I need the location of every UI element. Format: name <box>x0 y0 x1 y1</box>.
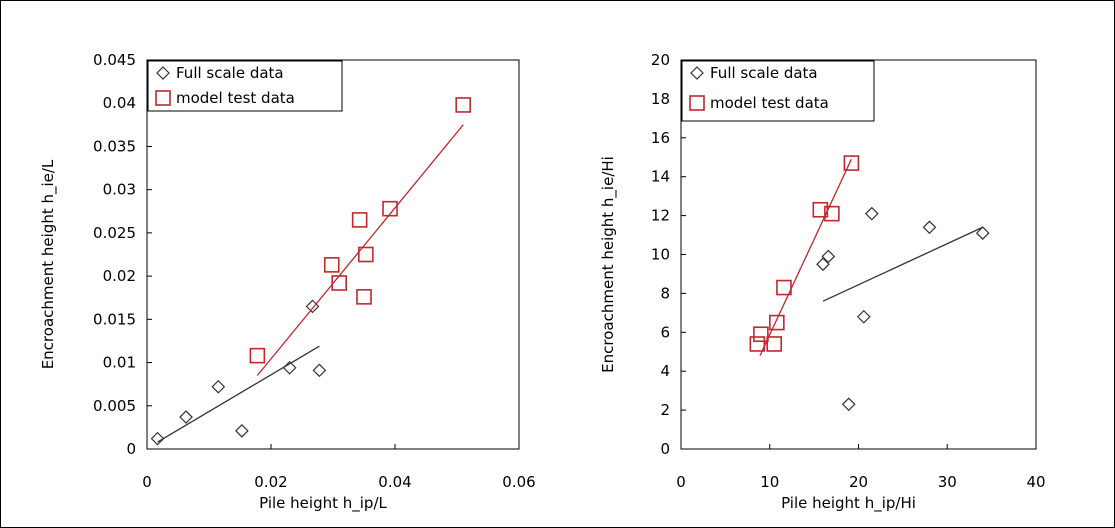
legend-marker <box>156 66 170 80</box>
full-scale-point <box>821 249 836 264</box>
y-tick-label: 18 <box>651 90 670 108</box>
model-test-point <box>351 212 368 228</box>
plot-area <box>146 59 520 450</box>
y-tick-label: 0.03 <box>103 181 136 199</box>
y-tick-label: 0.005 <box>93 397 136 415</box>
model-test-point <box>776 279 792 296</box>
legend-label: model test data <box>176 89 295 107</box>
x-tick-label: 30 <box>938 473 957 491</box>
full-scale-point <box>305 299 320 314</box>
chart-2: 0 2 4 6 8 10 12 14 16 18 20 0 10 20 30 40 Pile height h_… <box>599 51 1046 513</box>
full-scale-point <box>235 423 249 438</box>
legend: Full scale data model test data <box>147 60 343 112</box>
x-tick-label: 20 <box>849 473 868 491</box>
model-test-point <box>331 275 348 291</box>
y-tick-label: 0.015 <box>93 310 136 328</box>
y-tick-label: 6 <box>660 323 670 341</box>
y-tick-label: 12 <box>651 207 670 225</box>
x-axis-title: Pile height h_ip/L <box>259 494 387 513</box>
y-tick-label: 0.035 <box>93 137 136 155</box>
y-tick-label: 0.04 <box>103 94 136 112</box>
y-axis-title: Encroachment height h_ie/L <box>39 159 58 369</box>
y-tick-label: 8 <box>660 284 670 302</box>
full-scale-point <box>975 226 990 240</box>
trendline-model-test <box>256 124 464 376</box>
x-tick-label: 0 <box>142 473 152 491</box>
model-test-point <box>323 257 340 273</box>
y-tick-label: 2 <box>660 401 670 419</box>
full-scale-point <box>864 206 879 221</box>
model-test-point <box>249 347 266 364</box>
y-tick-label: 0 <box>126 440 136 458</box>
full-scale-point <box>816 257 830 272</box>
legend-box <box>147 60 343 112</box>
y-tick-label: 0.025 <box>93 224 136 242</box>
trendline-model-test <box>759 158 852 356</box>
model-test-point <box>749 336 766 352</box>
model-test-point <box>358 246 374 263</box>
legend: Full scale data model test data <box>681 60 875 122</box>
x-tick-label: 0.02 <box>254 473 287 491</box>
x-tick-label: 0.04 <box>378 473 411 491</box>
model-test-point <box>843 155 860 171</box>
x-axis-title: Pile height h_ip/Hi <box>781 494 916 513</box>
full-scale-point <box>312 363 327 378</box>
legend-label: model test data <box>710 94 829 112</box>
full-scale-point <box>922 220 937 235</box>
trendline-full-scale <box>157 345 320 443</box>
model-test-point <box>769 314 785 331</box>
model-test-point <box>812 201 829 218</box>
model-test-point <box>753 326 769 343</box>
x-tick-label: 0.06 <box>502 473 535 491</box>
x-tick-label: 40 <box>1026 473 1045 491</box>
full-scale-point <box>179 410 193 424</box>
y-tick-label: 0.02 <box>103 267 136 285</box>
y-tick-label: 0.045 <box>93 51 136 69</box>
y-tick-label: 16 <box>651 129 670 147</box>
full-scale-point <box>211 379 226 394</box>
legend-marker <box>689 95 705 111</box>
model-test-point <box>455 97 472 113</box>
legend-marker <box>690 66 704 80</box>
full-scale-point <box>150 431 165 446</box>
full-scale-point <box>856 309 871 324</box>
model-test-point <box>356 289 372 305</box>
y-tick-label: 4 <box>660 362 670 380</box>
full-scale-point <box>841 397 856 412</box>
full-scale-point <box>282 360 297 375</box>
model-test-point <box>382 200 398 217</box>
y-tick-label: 10 <box>651 246 670 264</box>
x-tick-label: 10 <box>760 473 779 491</box>
legend-label: Full scale data <box>176 64 284 82</box>
legend-marker <box>155 90 171 106</box>
y-tick-label: 0.01 <box>103 354 136 372</box>
chart-1: 0 0.005 0.01 0.015 0.02 0.025 0.03 0.035 0.04 0.0… <box>39 51 536 513</box>
y-tick-label: 14 <box>651 168 670 186</box>
y-axis-title: Encroachment height h_ie/Hi <box>599 156 618 373</box>
x-tick-label: 0 <box>676 473 686 491</box>
trendline-full-scale <box>822 226 984 302</box>
legend-box <box>681 60 875 122</box>
y-tick-label: 0 <box>660 440 670 458</box>
y-tick-label: 20 <box>651 51 670 69</box>
model-test-point <box>766 336 782 352</box>
model-test-point <box>824 205 840 222</box>
legend-label: Full scale data <box>710 64 818 82</box>
